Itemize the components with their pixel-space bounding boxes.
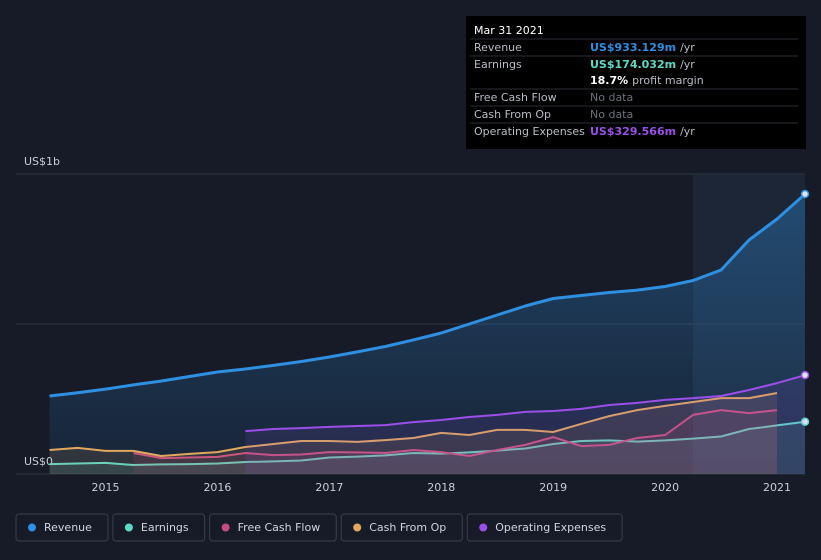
tooltip-value: US$933.129m [590,41,676,54]
series-line [133,409,778,460]
legend-label: Revenue [44,521,92,534]
tooltip-value: 18.7% [590,74,628,87]
area-fill [49,393,778,474]
x-tick-label: 2018 [427,481,455,494]
tooltip: Mar 31 2021 Revenue US$933.129m/yr Earnings… [466,16,806,149]
tooltip-label: Cash From Op [474,108,551,121]
area-fill [49,421,806,474]
legend-label: Earnings [141,521,189,534]
area-fill [133,410,778,474]
plot: US$0 US$1b 2015 2016 2017 2018 2019 2020 2021 [16,155,810,494]
legend-button[interactable] [15,513,109,542]
legend-button[interactable] [209,513,337,542]
end-marker [800,189,810,199]
x-tick-label: 2021 [763,481,791,494]
tooltip-value: US$329.566m [590,125,676,138]
tooltip-label: Earnings [474,58,522,71]
legend-item[interactable]: Revenue [15,513,109,542]
tooltip-unit: /yr [680,41,695,54]
tooltip-unit: profit margin [632,74,704,87]
tooltip-label: Operating Expenses [474,125,585,138]
tooltip-label: Free Cash Flow [474,91,557,104]
legend-item[interactable]: Earnings [112,513,206,542]
legend-button[interactable] [340,513,463,542]
area-fill [245,375,805,474]
series-line [49,392,778,457]
end-marker [800,370,810,380]
x-tick-label: 2020 [651,481,679,494]
tooltip-value: No data [590,91,633,104]
legend: Revenue Earnings Free Cash Flow Cash From O… [15,513,623,542]
tooltip-date: Mar 31 2021 [474,24,544,37]
legend-item[interactable]: Free Cash Flow [209,513,337,542]
legend-label: Operating Expenses [495,521,606,534]
tooltip-value: US$174.032m [590,58,676,71]
y-tick-label: US$1b [24,155,60,168]
legend-item[interactable]: Cash From Op [340,513,463,542]
tooltip-value: No data [590,108,633,121]
x-tick-label: 2017 [315,481,343,494]
legend-label: Free Cash Flow [238,521,321,534]
x-tick-label: 2015 [92,481,120,494]
series-line [49,420,806,466]
legend-item[interactable]: Operating Expenses [466,513,623,542]
x-tick-label: 2016 [203,481,231,494]
tooltip-unit: /yr [680,58,695,71]
y-tick-label: US$0 [24,455,53,468]
tooltip-label: Revenue [474,41,522,54]
series-line [49,192,806,398]
legend-swatch [353,523,362,532]
legend-label: Cash From Op [369,521,446,534]
legend-swatch [479,523,488,532]
end-marker [800,417,810,427]
legend-button[interactable] [112,513,206,542]
series-line [245,374,806,433]
legend-swatch [28,523,36,532]
legend-swatch [124,523,133,532]
tooltip-box [466,16,806,149]
legend-button[interactable] [466,513,623,542]
tooltip-unit: /yr [680,125,695,138]
x-tick-label: 2019 [539,481,567,494]
legend-swatch [221,523,230,532]
